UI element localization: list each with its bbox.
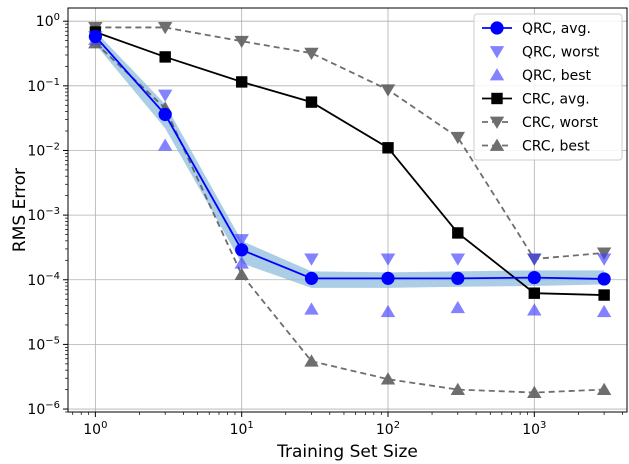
data-point-crc-avg: [382, 142, 394, 154]
data-point-qrc-best: [234, 256, 249, 269]
qrc-spread-band: [95, 31, 605, 288]
data-point-qrc-worst: [527, 253, 542, 266]
qrc-band-area: [95, 31, 605, 288]
data-point-qrc-worst: [157, 89, 173, 102]
data-point-crc-avg: [452, 227, 464, 239]
legend-entry-qrc-avg: [482, 21, 512, 35]
data-point-crc-best: [304, 354, 319, 367]
legend-marker-crc-worst: [489, 116, 505, 129]
data-point-crc-worst: [380, 84, 396, 97]
legend-marker-crc-avg: [491, 92, 503, 105]
legend: QRC, avg. QRC, worst QRC, best CRC, avg. CRC…: [473, 13, 623, 161]
data-point-qrc-best: [304, 302, 319, 315]
y-tick-label: 100: [36, 12, 60, 30]
legend-box: [473, 13, 623, 161]
data-point-qrc-worst: [234, 234, 249, 247]
data-point-crc-best: [450, 382, 466, 395]
legend-label-qrc-best: QRC, best: [522, 68, 592, 84]
legend-marker-crc-best: [489, 138, 505, 151]
data-point-qrc-worst: [450, 253, 466, 266]
data-point-qrc-worst: [596, 253, 612, 266]
data-point-qrc-avg: [235, 243, 249, 257]
data-point-crc-avg: [235, 76, 248, 88]
data-point-qrc-avg: [451, 271, 465, 285]
legend-entry-qrc-best: [489, 68, 505, 81]
data-point-qrc-best: [450, 300, 466, 314]
y-tick-label: 10−4: [27, 271, 60, 289]
x-axis-title: Training Set Size: [276, 442, 418, 462]
data-point-crc-avg: [305, 96, 318, 108]
data-point-crc-avg: [528, 287, 541, 299]
legend-entry-crc-avg: [482, 92, 512, 105]
data-point-crc-best: [527, 385, 542, 398]
y-axis-title: RMS Error: [10, 168, 30, 252]
y-tick-label: 10−2: [27, 141, 60, 159]
legend-marker-qrc-best: [489, 68, 505, 81]
legend-marker-qrc-worst: [489, 46, 505, 59]
legend-label-qrc-avg: QRC, avg.: [522, 21, 591, 37]
data-point-crc-worst: [234, 35, 249, 49]
data-point-qrc-avg: [158, 107, 172, 122]
data-point-qrc-best: [380, 304, 396, 318]
x-tick-label: 103: [522, 420, 546, 438]
data-point-crc-best: [234, 267, 249, 281]
x-tick-label: 101: [230, 420, 254, 438]
series-group: [88, 22, 612, 398]
data-point-qrc-best: [527, 303, 542, 316]
legend-entry-crc-worst: [482, 116, 512, 129]
data-point-qrc-avg: [527, 270, 541, 285]
y-tick-label: 10−5: [27, 335, 60, 353]
series-line-crc-avg: [95, 31, 605, 296]
legend-marker-qrc-avg: [490, 21, 504, 35]
data-point-crc-avg: [159, 51, 171, 63]
y-tick-label: 10−1: [27, 77, 60, 95]
legend-label-crc-avg: CRC, avg.: [522, 92, 590, 108]
plot-frame: [67, 7, 628, 413]
x-tick-label: 102: [376, 420, 400, 438]
data-point-qrc-avg: [88, 29, 102, 44]
data-point-crc-worst: [450, 131, 466, 145]
x-tick-label: 100: [83, 420, 107, 438]
y-tick-label: 10−6: [27, 400, 60, 418]
data-point-crc-best: [380, 372, 396, 385]
data-point-qrc-worst: [304, 253, 319, 266]
legend-entry-qrc-worst: [489, 46, 505, 59]
y-tick-label: 10−3: [27, 206, 60, 224]
legend-label-crc-best: CRC, best: [522, 139, 590, 155]
data-point-crc-best: [596, 382, 612, 395]
legend-entry-crc-best: [482, 138, 512, 151]
legend-label-qrc-worst: QRC, worst: [522, 45, 600, 61]
data-point-qrc-avg: [597, 272, 611, 286]
data-point-qrc-best: [596, 304, 612, 318]
series-line-qrc-avg: [94, 35, 605, 280]
series-line-crc-best: [94, 42, 605, 394]
data-point-qrc-best: [157, 138, 173, 151]
data-point-qrc-worst: [380, 253, 396, 266]
series-qrc-avg: [88, 29, 611, 286]
data-point-crc-worst: [157, 22, 173, 35]
series-line-crc-worst: [95, 26, 605, 260]
data-point-crc-worst: [304, 47, 319, 61]
data-point-crc-avg: [598, 289, 610, 301]
data-point-qrc-avg: [304, 271, 319, 285]
legend-label-crc-worst: CRC, worst: [522, 115, 599, 131]
data-point-qrc-avg: [381, 271, 395, 285]
